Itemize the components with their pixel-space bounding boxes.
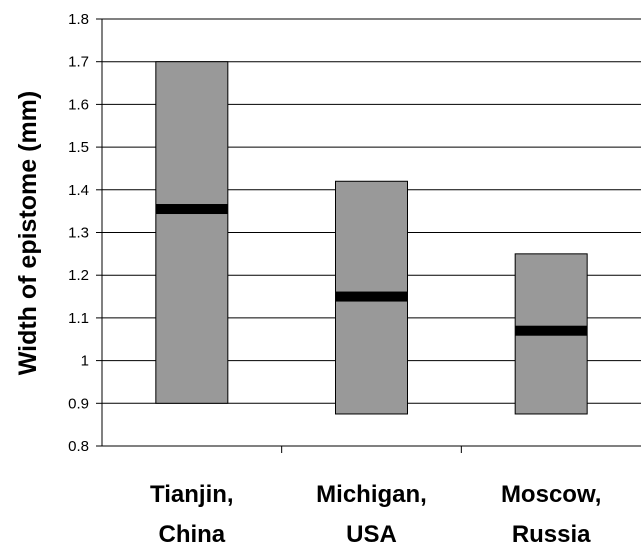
x-category-label: Michigan, (316, 481, 427, 508)
y-tick-label: 1.5 (68, 139, 89, 156)
x-category-label: Russia (512, 521, 591, 548)
median-marker (155, 204, 228, 215)
y-tick-label: 0.9 (68, 395, 89, 412)
y-tick-label: 1.6 (68, 96, 89, 113)
y-tick-label: 0.8 (68, 438, 89, 455)
x-category-label: China (158, 521, 225, 548)
median-marker (515, 325, 588, 336)
y-axis-title: Width of epistome (mm) (14, 91, 42, 376)
axes (96, 18, 641, 453)
x-category-label: Moscow, (501, 481, 601, 508)
median-marker (335, 291, 408, 302)
y-tick-label: 1.1 (68, 310, 89, 327)
x-category-label: USA (346, 521, 397, 548)
y-tick-label: 1.2 (68, 267, 89, 284)
y-tick-label: 1.7 (68, 54, 89, 71)
range-bar (155, 61, 229, 404)
y-tick-label: 1.8 (68, 11, 89, 28)
range-bars (155, 61, 588, 415)
axis-labels: 0.8 0.9 1 1.1 1.2 1.3 1.4 1.5 1.6 1.7 1.8 Tianjin, C… (68, 11, 601, 548)
x-category-label: Tianjin, (150, 481, 234, 508)
y-tick-label: 1 (81, 353, 89, 370)
y-tick-label: 1.4 (68, 182, 89, 199)
y-tick-label: 1.3 (68, 225, 89, 242)
